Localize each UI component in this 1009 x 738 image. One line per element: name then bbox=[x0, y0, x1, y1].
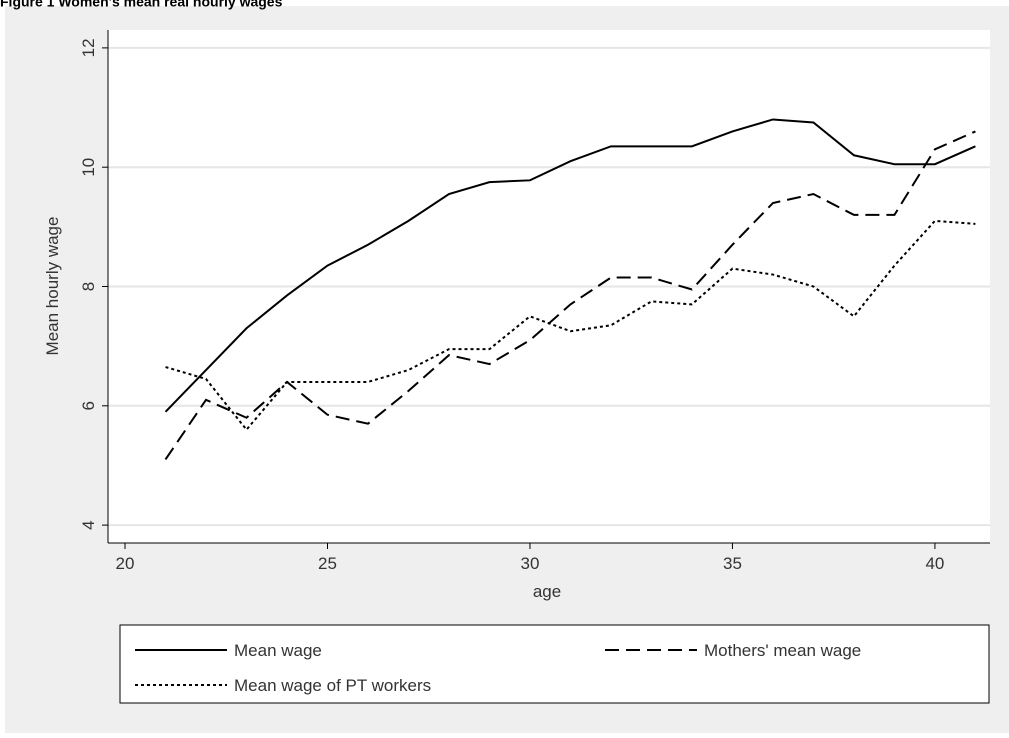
y-tick-label: 10 bbox=[79, 158, 98, 177]
series-line bbox=[165, 219, 976, 432]
x-tick-label: 35 bbox=[723, 554, 742, 573]
x-tick-label: 40 bbox=[925, 554, 944, 573]
x-axis-label: age bbox=[533, 582, 561, 601]
legend bbox=[119, 624, 990, 704]
y-tick-label: 8 bbox=[79, 282, 98, 291]
y-tick-label: 12 bbox=[79, 38, 98, 57]
series-line bbox=[164, 118, 976, 413]
y-axis-label: Mean hourly wage bbox=[43, 217, 62, 356]
legend-label: Mean wage of PT workers bbox=[234, 676, 431, 695]
x-tick-label: 25 bbox=[318, 554, 337, 573]
y-tick-label: 6 bbox=[79, 401, 98, 410]
x-tick-label: 30 bbox=[521, 554, 540, 573]
chart-title: Figure 1 Women's mean real hourly wages bbox=[0, 0, 283, 10]
legend-label: Mothers' mean wage bbox=[704, 641, 861, 660]
x-tick-label: 20 bbox=[116, 554, 135, 573]
y-tick-label: 4 bbox=[79, 520, 98, 529]
series-line bbox=[164, 130, 976, 461]
legend-label: Mean wage bbox=[234, 641, 322, 660]
